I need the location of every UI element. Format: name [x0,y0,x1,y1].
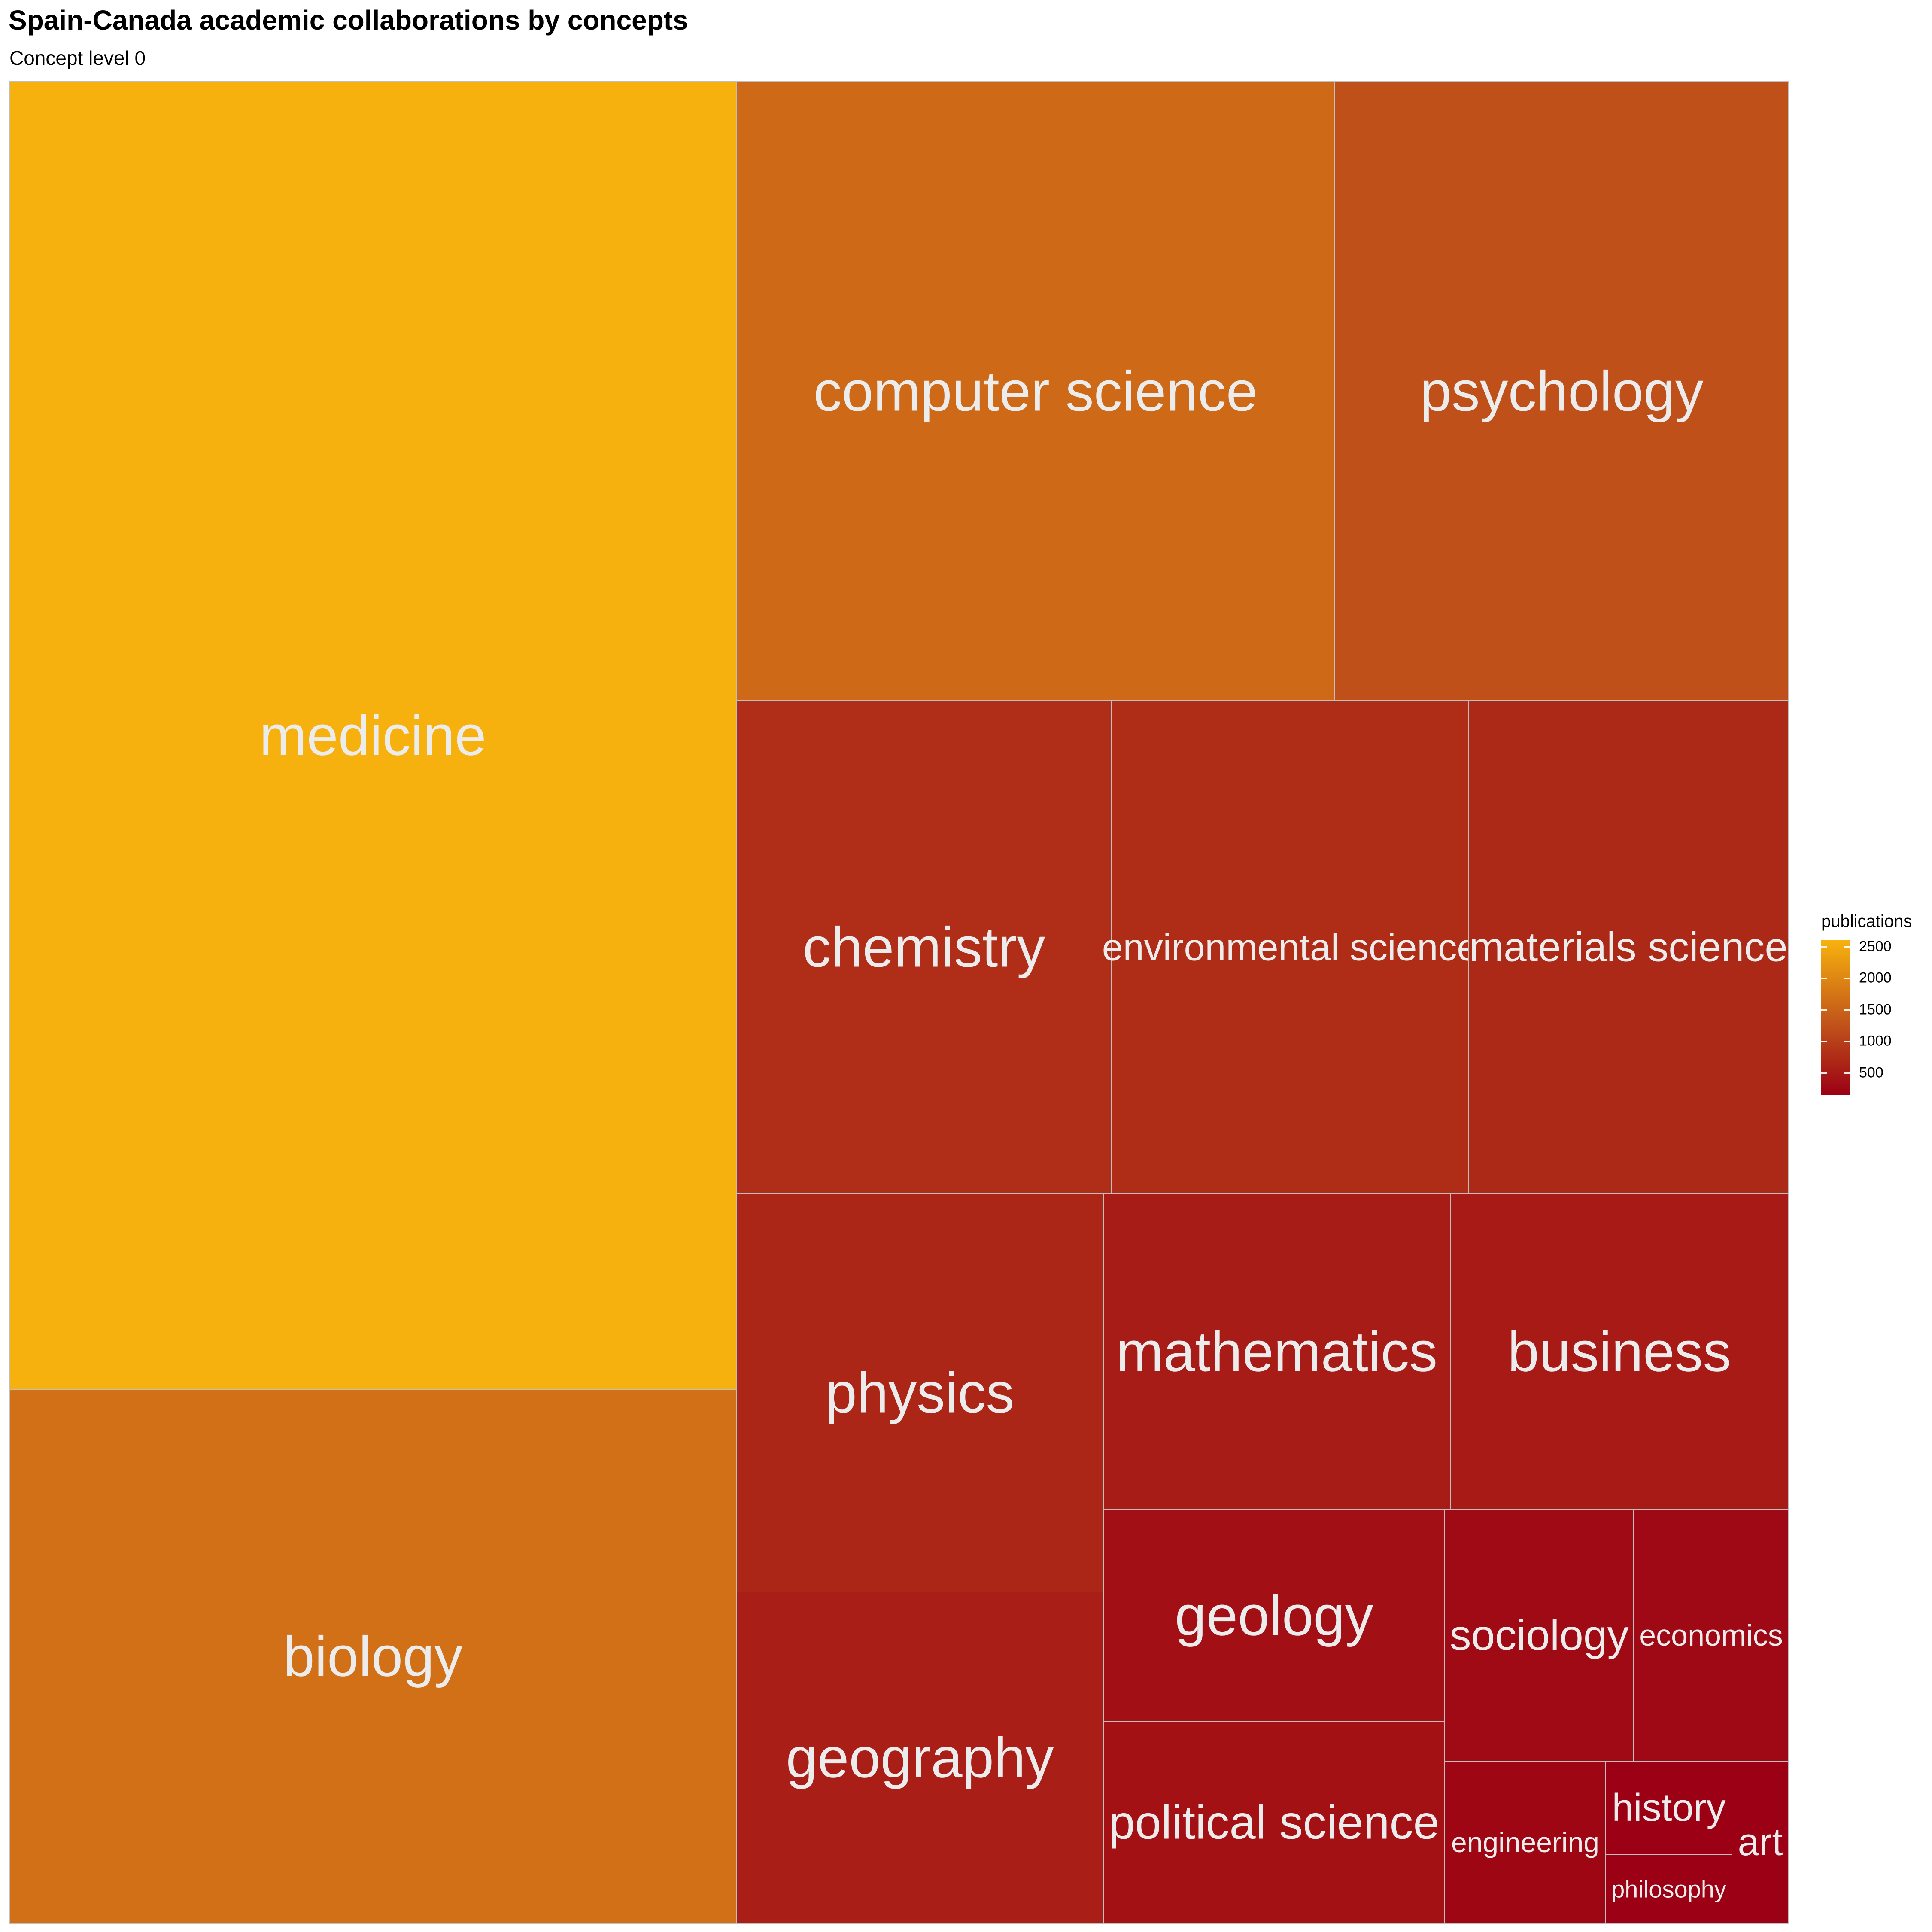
tile-rect-biology [9,1389,737,1924]
tile-label-computer-science: computer science [814,360,1258,423]
legend-tick-left [1821,1072,1827,1074]
tile-rect-economics [1633,1509,1789,1762]
tile-political-science: political science [1103,1721,1445,1924]
tile-rect-geography [736,1592,1104,1924]
tile-label-engineering: engineering [1451,1826,1599,1858]
legend-tick-right [1844,978,1850,979]
legend-tick-label: 1500 [1859,1001,1892,1018]
tile-label-geology: geology [1175,1584,1373,1647]
tile-rect-materials-science [1468,700,1789,1194]
tile-psychology: psychology [1334,81,1789,701]
tile-rect-psychology [1334,81,1789,701]
legend-tick-right [1844,946,1850,948]
tile-engineering: engineering [1444,1761,1606,1924]
tile-economics: economics [1633,1509,1789,1762]
tile-philosophy: philosophy [1605,1854,1732,1924]
tile-label-environmental-science: environmental science [1102,926,1478,969]
legend-title: publications [1821,912,1912,931]
tile-history: history [1605,1761,1732,1855]
tile-label-history: history [1612,1786,1725,1829]
tile-rect-physics [736,1193,1104,1592]
tile-business: business [1450,1193,1789,1510]
tile-label-art: art [1738,1821,1783,1864]
legend-tick-right [1844,1072,1850,1074]
tile-label-philosophy: philosophy [1611,1876,1726,1903]
tile-sociology: sociology [1444,1509,1634,1762]
tile-rect-political-science [1103,1721,1445,1924]
tile-label-mathematics: mathematics [1116,1320,1437,1383]
tile-environmental-science: environmental science [1102,700,1478,1194]
tile-rect-chemistry [736,700,1112,1194]
tile-art: art [1732,1761,1789,1924]
tile-rect-geology [1103,1509,1445,1722]
tile-rect-sociology [1444,1509,1634,1762]
tile-rect-philosophy [1605,1854,1732,1924]
tile-label-political-science: political science [1109,1796,1439,1849]
legend-tick-label: 1000 [1859,1033,1892,1049]
tile-label-medicine: medicine [259,704,486,767]
tile-biology: biology [9,1389,737,1924]
legend-color-bar [1821,940,1850,1095]
tile-chemistry: chemistry [736,700,1112,1194]
tile-physics: physics [736,1193,1104,1592]
legend-tick-label: 2500 [1859,938,1892,955]
legend-tick-left [1821,978,1827,979]
tile-label-chemistry: chemistry [803,916,1045,979]
tile-rect-history [1605,1761,1732,1855]
tile-materials-science: materials science [1468,700,1789,1194]
legend-tick-right [1844,1009,1850,1011]
tile-label-sociology: sociology [1450,1611,1629,1659]
tile-computer-science: computer science [736,81,1335,701]
chart-subtitle: Concept level 0 [9,47,146,69]
chart-title: Spain-Canada academic collaborations by … [9,5,688,36]
legend-tick-left [1821,946,1827,948]
tile-rect-environmental-science [1111,700,1469,1194]
tile-label-psychology: psychology [1420,360,1703,423]
tile-label-physics: physics [825,1361,1014,1425]
tile-rect-computer-science [736,81,1335,701]
legend-tick-label: 500 [1859,1064,1883,1081]
legend-tick-left [1821,1009,1827,1011]
tile-label-biology: biology [283,1625,462,1688]
tile-mathematics: mathematics [1103,1193,1451,1510]
legend-tick-right [1844,1041,1850,1042]
tile-geography: geography [736,1592,1104,1924]
tile-label-materials-science: materials science [1469,924,1788,970]
tile-medicine: medicine [9,81,737,1390]
tile-label-economics: economics [1639,1619,1783,1652]
tile-rect-art [1732,1761,1789,1924]
tile-label-geography: geography [786,1726,1054,1789]
legend-tick-left [1821,1041,1827,1042]
tile-rect-business [1450,1193,1789,1510]
tile-geology: geology [1103,1509,1445,1722]
tile-rect-medicine [9,81,737,1390]
legend-tick-label: 2000 [1859,969,1892,986]
tile-label-business: business [1508,1320,1732,1383]
